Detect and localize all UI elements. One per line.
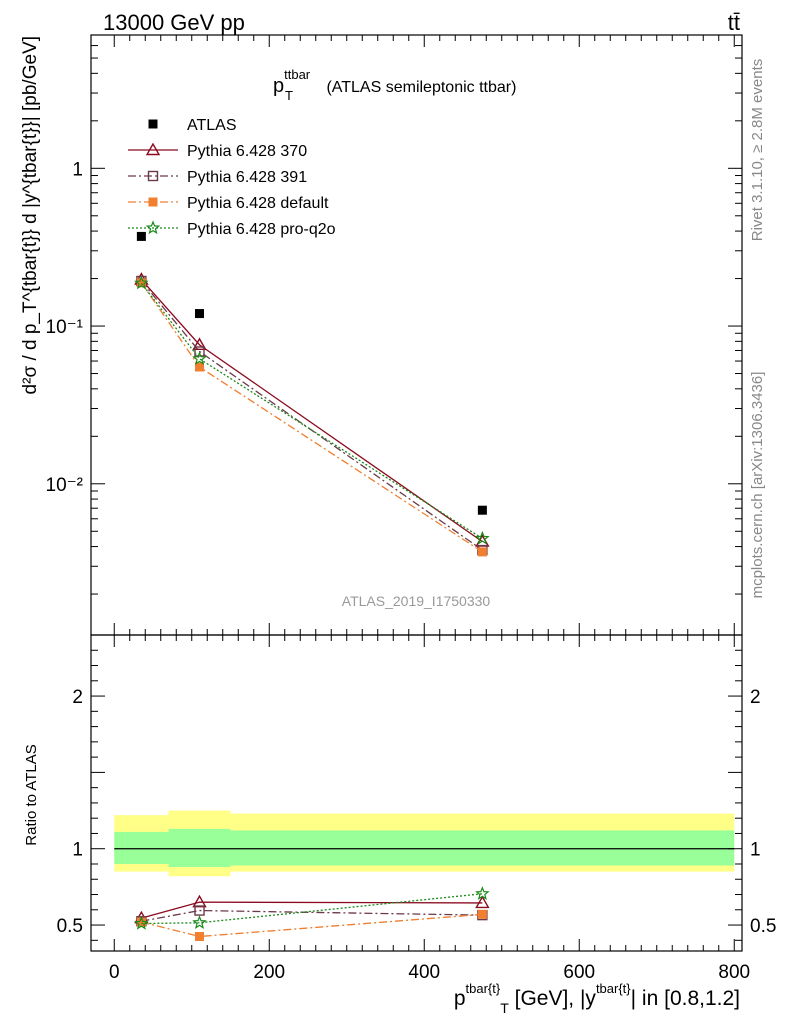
legend-label: Pythia 6.428 391 bbox=[187, 169, 307, 186]
ratio-y-tick-label-left: 2 bbox=[72, 687, 83, 708]
ratio-y-tick-label-right: 1 bbox=[750, 840, 761, 861]
x-tick-label: 200 bbox=[253, 962, 285, 983]
plot-title: pttbar T (ATLAS semileptonic ttbar) bbox=[273, 67, 516, 103]
y-tick-label: 10⁻² bbox=[46, 475, 84, 496]
legend-marker bbox=[148, 197, 158, 207]
legend-marker bbox=[147, 170, 159, 182]
y-axis-label: d²σ / d p_T^{tbar{t}} d |y^{tbar{t}}| [p… bbox=[20, 36, 41, 394]
data-point bbox=[136, 231, 146, 241]
energy-label: 13000 GeV pp bbox=[103, 10, 245, 35]
series-pythia-6-428-391 bbox=[136, 275, 488, 556]
ratio-series-line bbox=[141, 893, 483, 925]
ratio-data-point bbox=[194, 905, 205, 916]
y-tick-label: 10⁻¹ bbox=[46, 317, 84, 338]
x-tick-label: 0 bbox=[109, 962, 120, 983]
y-tick-label: 1 bbox=[72, 159, 83, 180]
series-pythia-6-428-pro-q2o bbox=[134, 275, 490, 545]
x-tick-label: 400 bbox=[408, 962, 440, 983]
ratio-data-point bbox=[192, 894, 207, 908]
ratio-data-point bbox=[477, 909, 487, 919]
ratio-series-pythia-6-428-pro-q2o bbox=[134, 886, 490, 930]
ratio-series-line bbox=[141, 913, 483, 938]
main-panel: 1 10⁻¹ 10⁻² d²σ / d p_T^{tbar{t}} d |y^{tba… bbox=[20, 34, 743, 636]
data-point bbox=[134, 275, 149, 290]
ratio-y-axis-label: Ratio to ATLAS bbox=[23, 744, 40, 845]
ratio-data-point bbox=[475, 886, 490, 900]
legend-label: Pythia 6.428 pro-q2o bbox=[187, 221, 336, 238]
legend-label: Pythia 6.428 370 bbox=[187, 143, 307, 160]
x-axis-label: ptbar{t}T [GeV], |ytbar{t}| in [0.8,1.2] bbox=[454, 981, 740, 1016]
ratio-data-point bbox=[195, 931, 204, 941]
ratio-series-line bbox=[141, 901, 483, 919]
ratio-data-point bbox=[475, 895, 490, 909]
ratio-y-tick-label-right: 0.5 bbox=[750, 916, 776, 937]
x-tick-label: 800 bbox=[718, 962, 750, 983]
data-point bbox=[195, 309, 204, 319]
ratio-y-tick-label-left: 1 bbox=[72, 840, 83, 861]
ratio-data-point bbox=[192, 915, 207, 929]
ratio-y-tick-label-right: 2 bbox=[750, 687, 761, 708]
ratio-series-pythia-6-428-default bbox=[136, 909, 487, 941]
data-point bbox=[194, 346, 205, 357]
data-point bbox=[195, 362, 204, 372]
data-point bbox=[192, 337, 207, 351]
ratio-y-tick-label-left: 0.5 bbox=[57, 916, 83, 937]
ratio-series-line bbox=[141, 909, 483, 922]
ratio-panel: 0.5 0.5 1 1 2 2 0 200 400 600 800 Ratio to ATLAS ptb… bbox=[23, 634, 776, 1016]
legend-marker bbox=[145, 220, 161, 235]
process-label: tt̄ bbox=[728, 10, 740, 35]
rivet-version-label: Rivet 3.1.10, ≥ 2.8M events bbox=[749, 59, 766, 242]
uncertainty-band-inner bbox=[114, 831, 169, 864]
legend-marker bbox=[148, 119, 158, 129]
series-line bbox=[140, 282, 483, 540]
data-point bbox=[192, 351, 207, 365]
x-tick-label: 600 bbox=[563, 962, 595, 983]
data-point bbox=[477, 505, 487, 515]
series-line bbox=[140, 282, 483, 553]
uncertainty-band-inner bbox=[168, 828, 231, 868]
analysis-watermark: ATLAS_2019_I1750330 bbox=[342, 593, 491, 609]
series-line bbox=[140, 279, 483, 543]
data-point bbox=[475, 530, 490, 545]
data-point bbox=[136, 278, 146, 288]
legend: ATLAS Pythia 6.428 370 Pythia 6.428 391 Pyt… bbox=[128, 117, 336, 238]
series-pythia-6-428-370 bbox=[134, 272, 490, 547]
legend-label: ATLAS bbox=[187, 117, 237, 134]
series-pythia-6-428-default bbox=[136, 278, 487, 557]
ratio-data-point bbox=[134, 915, 149, 930]
mcplots-label: mcplots.cern.ch [arXiv:1306.3436] bbox=[749, 372, 766, 599]
series-line bbox=[140, 280, 483, 551]
legend-label: Pythia 6.428 default bbox=[187, 195, 329, 212]
ratio-data-point bbox=[136, 917, 146, 927]
ratio-series-pythia-6-428-370 bbox=[134, 894, 490, 924]
series-atlas bbox=[136, 231, 487, 515]
data-point bbox=[477, 547, 487, 557]
ratio-plot-frame bbox=[90, 634, 743, 952]
legend-marker bbox=[145, 142, 161, 156]
uncertainty-band-inner bbox=[230, 830, 735, 866]
